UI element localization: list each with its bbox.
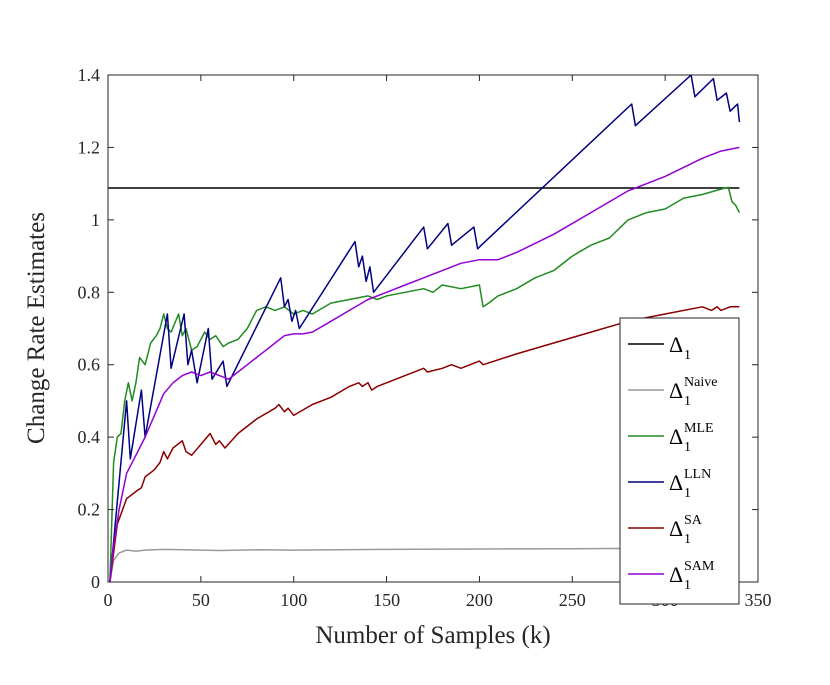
x-tick-label: 150 [373,590,400,610]
legend-label-5: Δ [669,562,683,587]
legend-superscript-5: SAM [684,559,715,574]
y-tick-label: 0.4 [78,427,101,447]
series-line-3 [109,74,741,583]
legend-superscript-1: Naive [684,375,717,390]
legend-subscript-3: 1 [684,486,691,501]
x-tick-label: 0 [104,590,113,610]
legend-box [619,317,740,605]
plot-frame [107,74,759,583]
x-axis-label: Number of Samples (k) [315,622,550,649]
x-tick-label: 350 [745,590,772,610]
legend-subscript-5: 1 [684,578,691,593]
legend-subscript-4: 1 [684,532,691,547]
series-line-5 [109,146,740,583]
y-tick-label: 0.8 [78,282,101,302]
ticks-layer: 05010015020025030035000.20.40.60.811.21.… [78,65,772,610]
series-line-4 [109,306,740,583]
y-tick-label: 1 [91,210,100,230]
legend-subscript-2: 1 [684,440,691,455]
legend-label-1: Δ [669,378,683,403]
x-tick-label: 50 [192,590,210,610]
y-tick-label: 1.4 [78,65,101,85]
legend-label-2: Δ [669,424,683,449]
legend-subscript-0: 1 [684,348,691,363]
x-tick-label: 200 [466,590,493,610]
y-tick-label: 0.6 [78,355,101,375]
legend-label-4: Δ [669,516,683,541]
legend-superscript-4: SA [684,513,703,528]
y-axis-label: Change Rate Estimates [23,212,50,444]
x-tick-label: 250 [559,590,586,610]
legend-subscript-1: 1 [684,394,691,409]
legend-label-3: Δ [669,470,683,495]
y-tick-label: 0.2 [78,500,101,520]
legend-superscript-2: MLE [684,421,714,436]
y-tick-label: 1.2 [78,137,101,157]
y-tick-label: 0 [91,572,100,592]
x-tick-label: 100 [280,590,307,610]
legend-superscript-3: LLN [684,467,711,482]
legend-label-0: Δ [669,332,683,357]
series-line-1 [109,547,740,583]
series-layer [108,74,741,583]
